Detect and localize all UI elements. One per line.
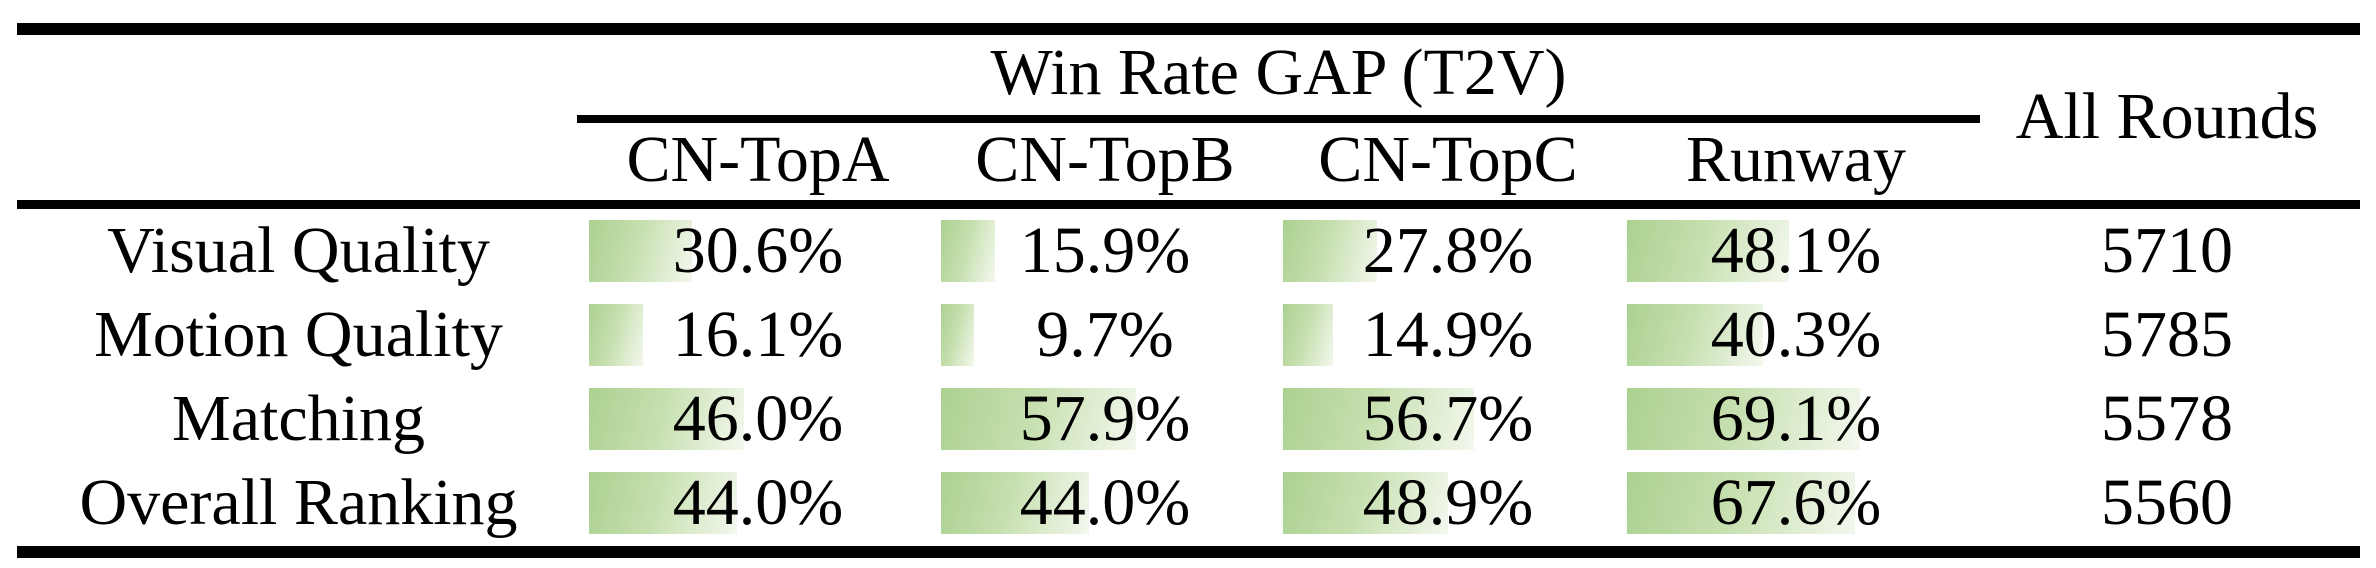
win-rate-value: 14.9% — [1362, 298, 1534, 371]
row-label: Visual Quality — [107, 214, 490, 287]
win-rate-value: 30.6% — [672, 214, 844, 287]
group-header-win-rate-gap: Win Rate GAP (T2V) — [990, 36, 1567, 109]
win-rate-value: 27.8% — [1362, 214, 1534, 287]
win-rate-value: 16.1% — [672, 298, 844, 371]
win-rate-value: 48.9% — [1362, 466, 1534, 539]
win-rate-value: 40.3% — [1710, 298, 1882, 371]
row-label: Overall Ranking — [79, 466, 518, 539]
group-header-underline-rule — [577, 115, 1980, 123]
win-rate-value: 15.9% — [1019, 214, 1191, 287]
all-rounds-value: 5578 — [2101, 382, 2233, 455]
win-rate-value: 69.1% — [1710, 382, 1882, 455]
win-rate-value: 9.7% — [1036, 298, 1174, 371]
row-label: Matching — [172, 382, 425, 455]
win-rate-value: 48.1% — [1710, 214, 1882, 287]
column-header-runway: Runway — [1686, 123, 1906, 196]
win-rate-bar — [941, 304, 974, 366]
win-rate-value: 44.0% — [672, 466, 844, 539]
win-rate-bar — [1627, 220, 1790, 282]
win-rate-value: 57.9% — [1019, 382, 1191, 455]
win-rate-bar — [1283, 472, 1448, 534]
table-bottom-rule — [17, 546, 2360, 558]
column-header-cn-topc: CN-TopC — [1318, 123, 1578, 196]
win-rate-bar — [589, 304, 644, 366]
win-rate-bar — [1283, 388, 1475, 450]
all-rounds-value: 5785 — [2101, 298, 2233, 371]
table-row: Matching 46.0% 57.9% 56.7% 69.1% 5578 — [0, 377, 2376, 461]
win-rate-bar — [941, 472, 1090, 534]
win-rate-value: 67.6% — [1710, 466, 1882, 539]
table-top-rule — [17, 23, 2360, 35]
win-rate-bar — [589, 220, 693, 282]
win-rate-bar — [589, 472, 738, 534]
win-rate-bar — [1627, 304, 1763, 366]
win-rate-value: 46.0% — [672, 382, 844, 455]
table-row: Visual Quality 30.6% 15.9% 27.8% 48.1% 5… — [0, 209, 2376, 293]
header-bottom-rule — [17, 200, 2360, 209]
win-rate-value: 44.0% — [1019, 466, 1191, 539]
column-header-cn-topb: CN-TopB — [975, 123, 1235, 196]
win-rate-bar — [1627, 472, 1855, 534]
all-rounds-value: 5710 — [2101, 214, 2233, 287]
table-row: Overall Ranking 44.0% 44.0% 48.9% 67.6% … — [0, 461, 2376, 545]
column-header-all-rounds: All Rounds — [2015, 80, 2319, 153]
win-rate-bar — [1627, 388, 1860, 450]
row-label: Motion Quality — [94, 298, 503, 371]
win-rate-bar — [1283, 220, 1377, 282]
win-rate-bar — [589, 388, 745, 450]
column-header-cn-topa: CN-TopA — [626, 123, 890, 196]
win-rate-value: 56.7% — [1362, 382, 1534, 455]
win-rate-bar — [1283, 304, 1334, 366]
all-rounds-value: 5560 — [2101, 466, 2233, 539]
win-rate-bar — [941, 220, 995, 282]
win-rate-bar — [941, 388, 1137, 450]
table-row: Motion Quality 16.1% 9.7% 14.9% 40.3% 57… — [0, 293, 2376, 377]
